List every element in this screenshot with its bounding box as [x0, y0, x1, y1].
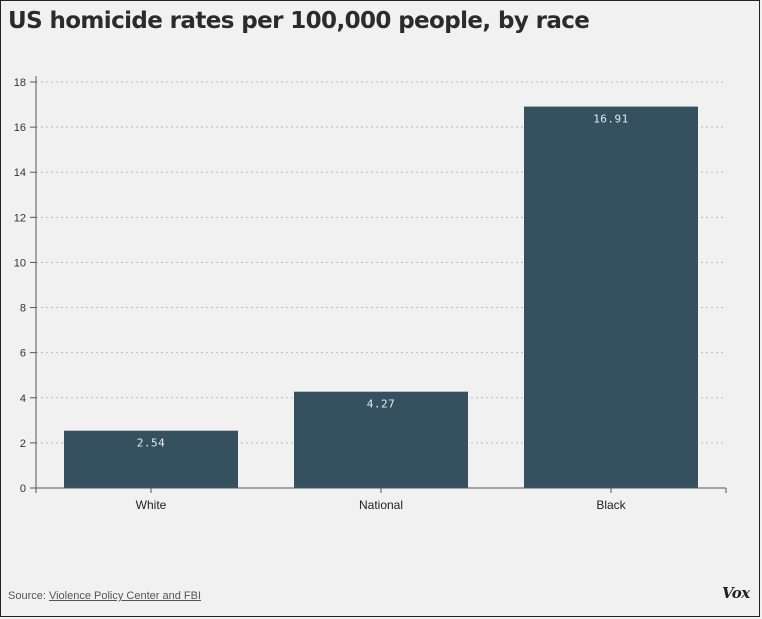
y-tick-label: 0	[20, 483, 26, 495]
y-tick-label: 8	[20, 303, 26, 315]
y-tick-label: 6	[20, 348, 26, 360]
bar-value-label: 2.54	[137, 437, 166, 450]
bar-value-label: 16.91	[593, 113, 629, 126]
bar-national	[294, 391, 468, 488]
chart-title: US homicide rates per 100,000 people, by…	[8, 8, 590, 34]
x-tick-label: Black	[596, 498, 626, 512]
source-prefix: Source:	[8, 590, 49, 602]
y-tick-label: 16	[14, 122, 26, 134]
bar-value-label: 4.27	[367, 398, 396, 411]
vox-logo: Vox	[722, 584, 750, 602]
y-tick-label: 2	[20, 438, 26, 450]
y-tick-label: 12	[14, 212, 26, 224]
x-tick-label: National	[359, 498, 403, 512]
bars	[64, 106, 698, 488]
axes	[30, 76, 727, 493]
y-tick-label: 4	[20, 393, 26, 405]
source-link[interactable]: Violence Policy Center and FBI	[48, 590, 202, 602]
y-tick-label: 14	[14, 167, 26, 179]
bar-white	[64, 430, 238, 488]
y-tick-label: 10	[14, 257, 26, 269]
source-note: Source: Violence Policy Center and FBI	[8, 590, 201, 602]
x-tick-label: White	[136, 498, 167, 512]
bar-black	[524, 106, 698, 488]
y-tick-label: 18	[14, 77, 26, 89]
labels: 0 2 4 6 8 10 12 14 16 18 2.54 White 4.27 National 16.9…	[14, 77, 629, 512]
